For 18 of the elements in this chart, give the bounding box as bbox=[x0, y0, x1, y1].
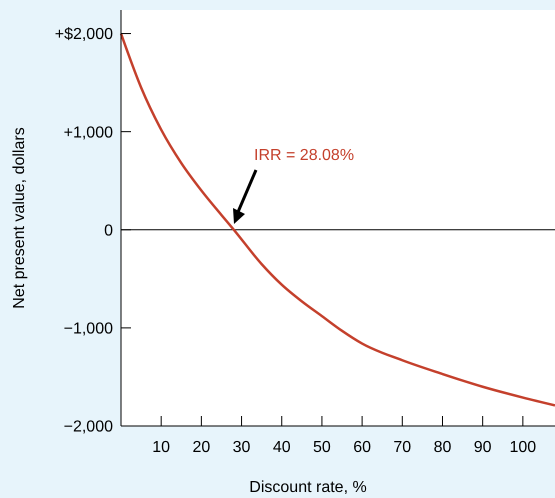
x-tick-label: 80 bbox=[434, 439, 452, 456]
x-tick-label: 90 bbox=[474, 439, 492, 456]
x-tick-label: 10 bbox=[152, 439, 170, 456]
annotation: IRR = 28.08% bbox=[254, 147, 354, 164]
y-tick-label: +1,000 bbox=[64, 124, 114, 142]
y-tick-label: 0 bbox=[104, 222, 114, 240]
y-axis-title: Net present value, dollars bbox=[11, 127, 28, 309]
x-tick-label: 20 bbox=[192, 439, 210, 456]
y-tick-label: −2,000 bbox=[64, 418, 114, 436]
x-tick-label: 50 bbox=[313, 439, 331, 456]
x-tick-label: 40 bbox=[272, 439, 291, 456]
x-axis-title: Discount rate, % bbox=[249, 479, 367, 496]
y-tick-label: +$2,000 bbox=[54, 26, 114, 44]
x-tick-label: 70 bbox=[393, 439, 412, 456]
x-tick-label: 100 bbox=[510, 439, 536, 456]
y-tick-label: −1,000 bbox=[64, 320, 114, 338]
x-tick-label: 30 bbox=[232, 439, 251, 456]
x-tick-label: 60 bbox=[353, 439, 372, 456]
